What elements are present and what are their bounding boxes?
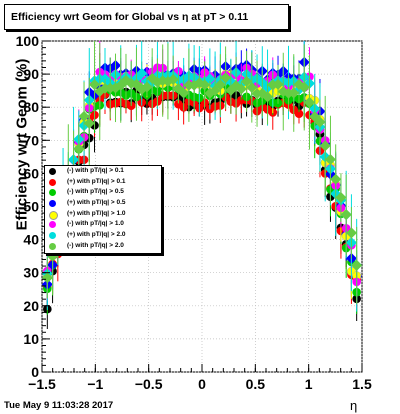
data-point [314,116,326,128]
legend-label: (-) with pT/|q| > 2.0 [67,241,124,249]
y-tick-label: 40 [23,232,39,248]
legend-label: (+) with pT/|q| > 0.1 [67,177,126,185]
x-tick-label: 0 [198,376,206,392]
y-tick-label: 30 [23,265,39,281]
data-point [141,81,153,93]
y-tick-label: 70 [23,132,39,148]
y-tick-label: 90 [23,66,39,82]
data-point [204,73,216,85]
data-point [351,259,363,271]
data-point [330,173,342,185]
data-point [241,75,253,87]
x-tick-label: −1.5 [28,376,56,392]
data-point [303,96,315,108]
x-tick-label: 0.5 [246,376,266,392]
y-tick-label: 50 [23,199,39,215]
legend-entry: (+) with pT/|q| > 2.0 [45,230,161,241]
x-tick-label: −1 [87,376,103,392]
legend-label: (-) with pT/|q| > 0.1 [67,167,124,174]
data-point [89,79,101,91]
x-tick-label: −0.5 [135,376,163,392]
y-tick-label: 0 [31,364,39,380]
data-point [73,143,85,155]
data-point [288,87,300,99]
data-point [262,91,274,103]
data-point [298,81,310,93]
data-point [136,67,148,79]
data-point [335,192,347,204]
data-point [235,83,247,95]
legend-label: (+) with pT/|q| > 1.0 [67,209,126,217]
legend-entry: (-) with pT/|q| > 1.0 [45,219,161,230]
y-tick-label: 10 [23,331,39,347]
legend-label: (+) with pT/|q| > 2.0 [67,231,126,239]
legend-marker [49,221,56,229]
data-point [167,73,179,85]
data-point [272,78,284,90]
y-tick-label: 80 [23,99,39,115]
data-point [178,87,190,99]
legend-entry: (+) with pT/|q| > 0.5 [45,198,161,209]
data-point [324,153,336,165]
x-tick-label: 1 [305,376,313,392]
legend-marker [49,200,56,208]
x-axis-label: η [350,398,358,413]
data-point [83,117,95,129]
legend-marker [49,242,56,250]
y-tick-label: 20 [23,298,39,314]
legend-marker [49,189,56,197]
timestamp: Tue May 9 11:03:28 2017 [4,400,114,411]
data-point [214,79,226,91]
y-tick-label: 100 [16,33,40,49]
legend-marker [49,210,58,220]
data-point [41,272,53,284]
data-point [294,109,304,118]
data-point [78,110,90,122]
data-point [220,72,232,84]
x-tick-label: 1.5 [352,376,372,392]
data-point [319,140,331,152]
legend-label: (+) with pT/|q| > 0.5 [67,199,126,207]
plot-title: Efficiency wrt Geom for Global vs η at p… [4,4,289,30]
legend-entry: (+) with pT/|q| > 0.1 [45,177,161,188]
data-point [340,209,352,221]
legend-entry: (-) with pT/|q| > 0.5 [45,187,161,198]
legend-marker [49,232,56,240]
legend-entry: (-) with pT/|q| > 2.0 [45,241,161,252]
legend-entry: (+) with pT/|q| > 1.0 [45,209,161,220]
legend-entry: (-) with pT/|q| > 0.1 [45,166,161,177]
y-tick-label: 60 [23,165,39,181]
data-point [246,81,258,93]
legend-label: (-) with pT/|q| > 1.0 [67,220,124,228]
data-point [199,79,211,91]
legend: (-) with pT/|q| > 0.1 (+) with pT/|q| > … [44,165,162,254]
legend-marker [49,178,56,186]
legend-label: (-) with pT/|q| > 0.5 [67,188,124,196]
legend-marker [49,168,56,175]
data-point [345,227,357,239]
y-axis-label-text: Efficiency wrt Geom (%) [13,58,31,231]
